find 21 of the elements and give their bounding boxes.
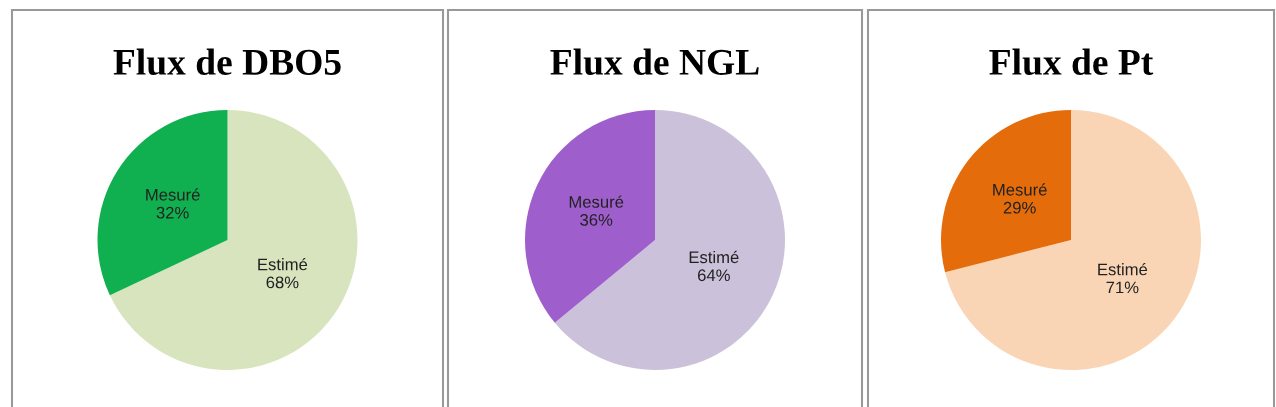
data-label: 32% <box>156 206 189 219</box>
data-label: 36% <box>580 213 613 226</box>
data-label: 64% <box>697 269 730 282</box>
data-label: 71% <box>1106 281 1139 294</box>
data-label: 29% <box>1003 201 1036 214</box>
pie-slice <box>941 110 1071 273</box>
slice-label: Estimé <box>689 250 739 264</box>
pie-slice <box>945 110 1201 370</box>
chart-title: Flux de Pt <box>989 48 1154 76</box>
slice-label: Mesuré <box>569 195 624 208</box>
pie-slice <box>554 110 785 370</box>
pie-slice <box>525 110 655 323</box>
slice-label: Mesuré <box>146 188 200 201</box>
slice-label: Mesuré <box>993 183 1047 196</box>
slice-label: Estimé <box>258 257 308 271</box>
chart-title: Flux de NGL <box>550 48 759 76</box>
data-label: 68% <box>266 276 299 289</box>
pie-slice <box>97 110 228 296</box>
pie-slice <box>109 110 358 370</box>
slice-label: Estimé <box>1098 262 1148 276</box>
chart-title: Flux de DBO5 <box>113 48 341 76</box>
